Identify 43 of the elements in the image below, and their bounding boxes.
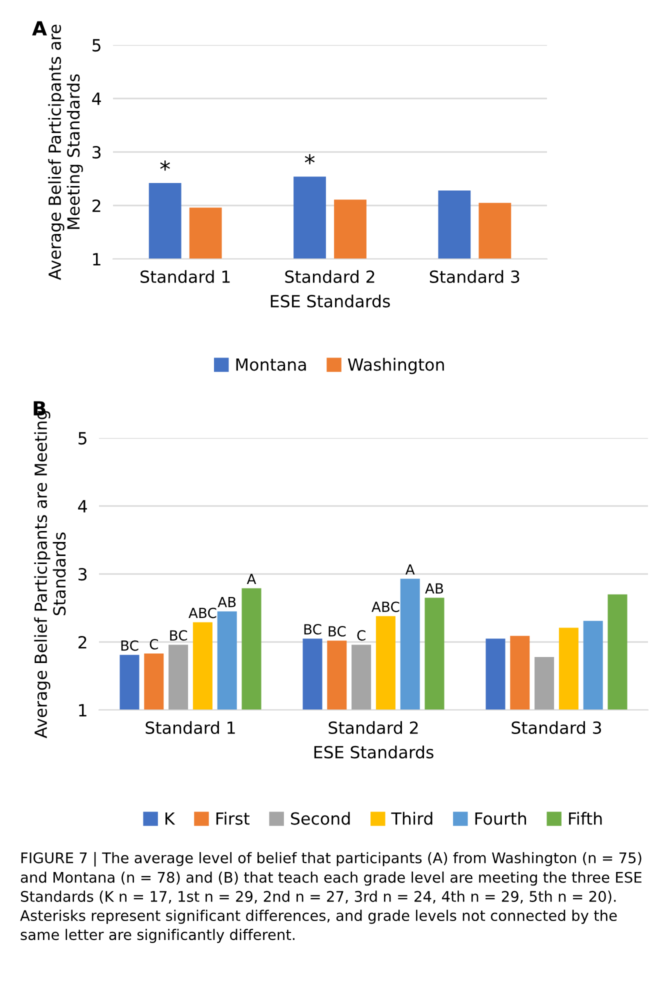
data-label: AB — [218, 596, 236, 608]
data-label: A — [405, 564, 415, 574]
legend-label: First — [216, 812, 250, 825]
y-tick-label: 5 — [92, 39, 100, 52]
chart-title: A — [32, 21, 47, 36]
y-tick-label: 3 — [92, 146, 101, 159]
data-label: ABC — [372, 602, 400, 612]
data-label: AB — [425, 583, 444, 594]
x-axis-title: ESE Standards — [314, 746, 434, 758]
y-tick-label: 3 — [78, 568, 87, 581]
x-axis-title: ESE Standards — [270, 294, 390, 308]
y-tick-label: 1 — [93, 253, 100, 266]
y-tick-label: 4 — [78, 500, 87, 512]
x-tick-label: Standard 3 — [430, 270, 520, 284]
data-label: BC — [304, 624, 322, 635]
x-tick-label: Standard 1 — [140, 270, 230, 284]
x-tick-label: Standard 3 — [512, 721, 602, 734]
legend-label: Montana — [236, 358, 306, 371]
y-axis-title: Average Belief Participants are Meeting Standards — [48, 24, 83, 280]
data-label: C — [357, 630, 366, 641]
x-tick-label: Standard 2 — [285, 270, 374, 284]
legend-label: Fifth — [569, 812, 602, 825]
data-label: ABC — [188, 608, 216, 618]
y-tick-label: 2 — [78, 636, 86, 648]
y-tick-label: 5 — [78, 432, 86, 445]
data-label: A — [246, 574, 256, 584]
y-tick-label: 4 — [92, 92, 101, 105]
legend-label: Washington — [348, 358, 444, 374]
legend-label: Second — [290, 812, 350, 825]
data-label: C — [150, 638, 158, 650]
data-label: * — [160, 160, 170, 171]
legend-label: Fourth — [475, 812, 526, 825]
data-label: BC — [328, 626, 346, 637]
legend-label: K — [166, 812, 176, 825]
data-label: * — [304, 154, 315, 164]
x-tick-label: Standard 2 — [328, 721, 418, 734]
legend-label: Third — [391, 812, 432, 825]
y-tick-label: 2 — [92, 199, 100, 212]
data-label: BC — [170, 630, 188, 641]
caption: FIGURE 7 | The average level of belief that participants (A) from Washington (n = 75) and Montana (n = 78) and (B) that teach each grade level are meeting the three ESE Standards (K n = 17, 1st n = 29, 2nd n = 27, 3rd n = 24, 4th n = 29, 5th n = 20). Asterisks represent significant differences, and grade levels not connected by the same letter are significantly different. — [20, 852, 642, 943]
y-tick-label: 1 — [79, 704, 86, 716]
x-tick-label: Standard 1 — [146, 721, 235, 734]
data-label: BC — [121, 640, 138, 651]
